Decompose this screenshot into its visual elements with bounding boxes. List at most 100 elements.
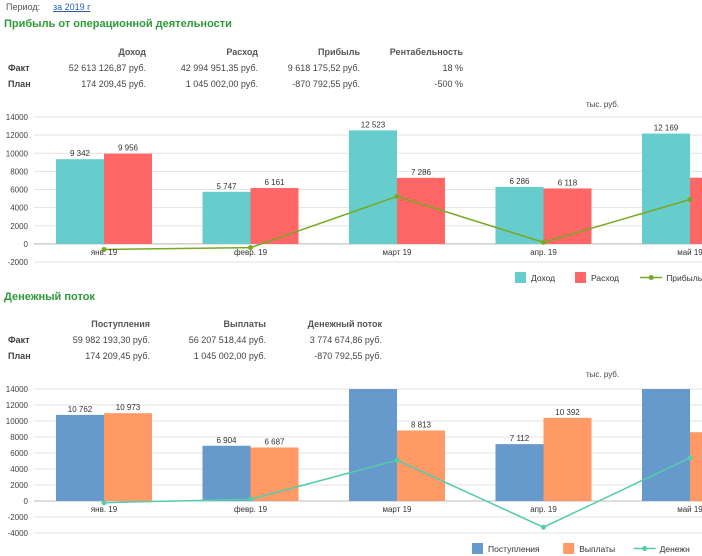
legend-label: Прибыль [666,273,702,283]
x-tick-label: апр. 19 [530,248,557,257]
bar [56,414,104,501]
chart2-unit-label: тыс. руб. [586,370,620,379]
bar [690,432,702,501]
row-label: План [8,351,31,361]
table-row: План 174 209,45 руб. 1 045 002,00 руб. -… [8,76,463,92]
profit-section-title: Прибыль от операционной деятельности [4,18,232,30]
legend-label: Доход [531,273,555,283]
data-label: 6 687 [264,438,285,447]
y-tick-label: 8000 [10,433,28,442]
y-tick-label: 6000 [10,449,28,458]
profit-header-expense: Расход [226,47,258,57]
bar [202,191,251,244]
bar [349,389,397,501]
data-label: 8 813 [411,420,432,429]
y-tick-label: 6000 [10,186,28,195]
bar [543,417,592,501]
x-tick-label: янв. 19 [91,248,118,257]
line-point [248,496,253,502]
table-row: Факт 59 982 193,30 руб. 56 207 518,44 ру… [8,332,382,348]
chart1-unit-label: тыс. руб. [586,100,620,109]
x-tick-label: март 19 [382,505,412,514]
line-point [248,245,253,251]
legend-label: Выплаты [579,544,615,554]
cashflow-header-receipts: Поступления [91,319,150,329]
data-label: 9 956 [118,144,139,153]
table-cell: 3 774 674,86 руб. [309,335,382,345]
cashflow-header-flow: Денежный поток [307,319,382,329]
cashflow-header-payments: Выплаты [223,319,266,329]
table-cell: 9 618 175,52 руб. [287,63,360,73]
bar [104,153,152,244]
data-label: 5 747 [216,182,237,191]
line-point [687,455,693,461]
x-tick-label: февр. 19 [234,248,268,257]
bar [250,188,299,244]
y-tick-label: 2000 [10,481,28,490]
bar [495,444,544,501]
bar [397,430,445,501]
cashflow-section-title: Денежный поток [4,291,95,303]
bar [104,413,152,501]
x-tick-label: март 19 [382,248,412,257]
legend-swatch [472,543,483,554]
line-point [541,524,546,530]
period-link[interactable]: за 2019 г [53,2,91,12]
row-label: Факт [8,335,30,345]
line-point [101,246,107,252]
cashflow-summary-table: Поступления Выплаты Денежный поток Факт … [8,316,382,364]
data-label: 10 392 [555,408,580,417]
bar [690,177,702,244]
table-cell: 59 982 193,30 руб. [72,335,150,345]
cashflow-chart: -4000 -2000 0 2000 4000 6000 8000 10000 12000 140… [6,385,702,554]
legend-swatch [563,543,575,554]
y-tick-label: 14000 [6,385,29,394]
x-tick-label: янв. 19 [91,505,118,514]
line-point [541,239,546,245]
y-tick-label: 2000 [10,222,28,231]
y-tick-label: 12000 [6,131,29,140]
y-tick-label: 0 [24,240,29,249]
bar [250,447,299,501]
data-label: 7 286 [411,168,432,177]
profit-summary-table: Доход Расход Прибыль Рентабельность Факт… [8,44,463,92]
profit-header-income: Доход [118,47,146,57]
bar [202,445,251,501]
profit-header-profit: Прибыль [318,47,360,57]
y-tick-label: 12000 [6,401,29,410]
table-cell: 56 207 518,44 руб. [188,335,266,345]
legend-marker [648,275,654,280]
legend-label: Расход [591,273,619,283]
y-tick-label: 10000 [6,417,29,426]
data-label: 10 973 [116,403,141,412]
plot-area [56,389,702,530]
x-tick-label: май 19 [677,505,702,514]
table-row: План 174 209,45 руб. 1 045 002,00 руб. -… [8,348,382,364]
y-tick-label: 4000 [10,204,28,213]
bar [397,177,445,244]
y-tick-label: -2000 [8,513,29,522]
table-cell: 174 209,45 руб. [85,351,150,361]
data-label: 12 169 [654,124,679,133]
row-label: План [8,79,31,89]
bar [642,389,690,501]
table-cell: 18 % [442,63,463,73]
line-point [101,500,107,506]
row-label: Факт [8,63,30,73]
y-tick-label: 8000 [10,167,28,176]
data-label: 6 118 [558,178,578,187]
bar [56,159,104,244]
y-tick-label: 14000 [6,113,29,122]
table-row: Факт 52 613 126,87 руб. 42 994 951,35 ру… [8,60,463,76]
bar [642,133,690,244]
legend-swatch [575,272,586,283]
x-tick-label: февр. 19 [234,505,268,514]
table-cell: -500 % [434,79,463,89]
legend-swatch [515,272,526,283]
x-tick-label: май 19 [677,248,702,257]
line-point [687,196,693,202]
y-tick-label: -2000 [8,258,29,267]
table-cell: -870 792,55 руб. [314,351,382,361]
data-label: 7 112 [510,434,530,443]
legend-label: Денежн [660,544,690,554]
